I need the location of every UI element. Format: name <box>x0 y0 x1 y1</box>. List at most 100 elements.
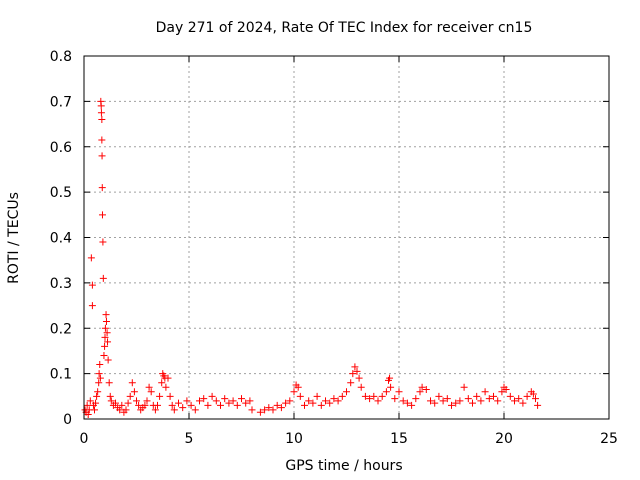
data-point <box>102 311 110 319</box>
data-point <box>431 399 439 407</box>
data-point <box>511 397 518 405</box>
data-point <box>473 392 481 400</box>
y-tick-label: 0.6 <box>50 140 72 156</box>
data-point <box>208 392 216 400</box>
data-point <box>498 388 506 396</box>
data-point <box>261 406 269 414</box>
data-point <box>93 392 101 400</box>
data-point <box>91 406 98 414</box>
x-tick-label: 0 <box>80 431 89 447</box>
data-point <box>529 390 537 398</box>
data-point <box>104 356 112 364</box>
data-point <box>439 397 447 405</box>
x-tick-label: 20 <box>495 431 513 447</box>
data-point <box>422 386 430 394</box>
y-axis-label: ROTI / TECUs <box>6 192 22 284</box>
data-point <box>166 392 174 400</box>
data-point <box>391 395 399 403</box>
data-point <box>269 406 277 414</box>
data-point <box>99 238 107 246</box>
data-point <box>101 342 109 350</box>
data-point <box>357 383 365 391</box>
data-point <box>469 399 476 407</box>
data-point <box>94 388 102 396</box>
data-point <box>343 388 350 396</box>
data-point <box>408 401 416 409</box>
data-point <box>460 383 468 391</box>
y-tick-label: 0.7 <box>50 94 72 110</box>
data-point <box>374 397 382 405</box>
data-point <box>92 399 100 407</box>
data-point <box>128 379 136 387</box>
data-point <box>485 395 493 403</box>
data-point <box>105 379 113 387</box>
data-point <box>370 392 378 400</box>
data-point <box>322 397 329 405</box>
data-point <box>102 317 110 325</box>
data-point <box>351 363 359 371</box>
y-tick-label: 0.1 <box>50 367 72 383</box>
data-point <box>103 329 111 337</box>
data-point <box>183 397 191 405</box>
data-point <box>273 401 281 409</box>
data-point <box>124 399 132 407</box>
data-point <box>86 397 94 405</box>
data-point <box>305 397 313 405</box>
data-point <box>416 388 424 396</box>
data-point <box>490 392 497 400</box>
data-point <box>104 338 112 346</box>
data-point <box>519 399 527 407</box>
data-point <box>88 281 96 289</box>
data-point <box>349 370 357 378</box>
data-point <box>221 395 229 403</box>
data-point <box>246 397 254 405</box>
data-point <box>386 374 394 382</box>
data-point <box>143 397 151 405</box>
grid-lines <box>84 56 609 419</box>
data-point <box>96 361 104 369</box>
data-point <box>326 399 334 407</box>
data-point <box>162 383 170 391</box>
data-point <box>443 395 451 403</box>
data-point <box>204 401 212 409</box>
data-point <box>353 367 361 375</box>
data-point <box>290 388 298 396</box>
data-point <box>156 392 164 400</box>
data-point <box>187 401 195 409</box>
data-point <box>282 399 290 407</box>
data-point <box>217 401 224 409</box>
x-tick-labels: 0 5 10 15 20 25 <box>80 431 618 447</box>
data-point <box>225 399 233 407</box>
data-point <box>448 401 455 409</box>
data-point <box>427 397 434 405</box>
data-point <box>456 397 464 405</box>
y-tick-label: 0.3 <box>50 276 72 292</box>
data-point <box>98 136 106 144</box>
axis-ticks <box>83 55 610 420</box>
y-tick-label: 0 <box>63 412 72 428</box>
y-tick-label: 0.2 <box>50 321 72 337</box>
data-point <box>515 395 523 403</box>
data-point <box>107 397 115 405</box>
data-point <box>95 370 103 378</box>
data-point <box>98 152 106 160</box>
data-point <box>265 404 273 412</box>
data-point <box>164 374 172 382</box>
data-point <box>294 383 302 391</box>
data-point <box>158 379 166 387</box>
data-point <box>100 351 108 359</box>
data-point <box>309 399 317 407</box>
data-point <box>452 399 460 407</box>
y-tick-label: 0.5 <box>50 185 72 201</box>
data-point <box>98 184 106 192</box>
data-point <box>133 397 140 405</box>
data-point <box>98 116 106 124</box>
data-point <box>355 374 363 382</box>
data-point <box>175 399 182 407</box>
data-point <box>130 388 138 396</box>
data-point <box>464 395 472 403</box>
data-point <box>330 395 338 403</box>
data-point <box>435 392 443 400</box>
data-point <box>97 102 105 110</box>
data-point <box>378 392 386 400</box>
